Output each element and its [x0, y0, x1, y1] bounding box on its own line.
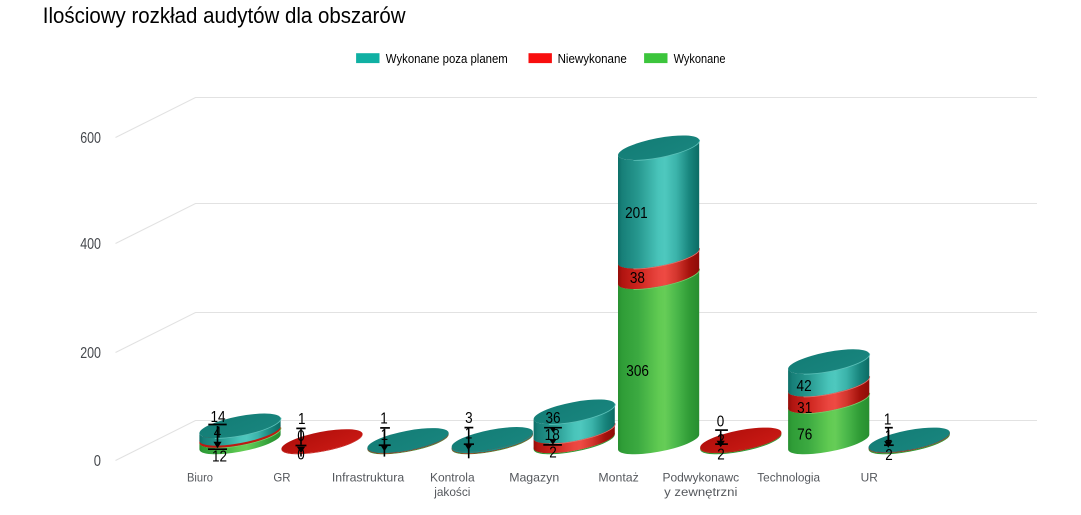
svg-text:2: 2	[717, 447, 725, 464]
svg-text:0: 0	[717, 414, 725, 431]
svg-text:76: 76	[797, 427, 812, 444]
svg-text:42: 42	[797, 378, 812, 395]
svg-text:Ilościowy rozkład audytów dla: Ilościowy rozkład audytów dla obszarów	[43, 3, 406, 28]
svg-text:Technologia: Technologia	[757, 471, 820, 485]
svg-text:Niewykonane: Niewykonane	[558, 51, 627, 66]
svg-text:Kontrola: Kontrola	[430, 471, 475, 485]
svg-text:3: 3	[465, 410, 473, 427]
svg-text:2: 2	[549, 444, 557, 461]
svg-text:Podwykonawc: Podwykonawc	[662, 471, 739, 485]
svg-text:14: 14	[210, 409, 225, 426]
svg-text:18: 18	[545, 427, 560, 444]
svg-text:0: 0	[297, 428, 305, 445]
svg-text:38: 38	[630, 270, 645, 287]
svg-text:2: 2	[885, 447, 893, 464]
svg-text:400: 400	[80, 236, 101, 253]
svg-text:201: 201	[625, 205, 648, 222]
svg-text:1: 1	[380, 410, 388, 427]
svg-text:Wykonane: Wykonane	[674, 51, 726, 66]
svg-text:600: 600	[80, 130, 101, 147]
svg-text:0: 0	[94, 453, 101, 470]
svg-text:Montaż: Montaż	[598, 471, 638, 485]
svg-text:306: 306	[626, 363, 649, 380]
svg-text:GR: GR	[273, 471, 290, 485]
svg-text:31: 31	[797, 400, 812, 417]
svg-text:UR: UR	[861, 471, 878, 485]
svg-text:jakości: jakości	[433, 485, 470, 499]
svg-text:y zewnętrzni: y zewnętrzni	[664, 485, 737, 499]
svg-text:200: 200	[80, 345, 101, 362]
svg-text:Infrastruktura: Infrastruktura	[332, 471, 404, 485]
svg-text:1: 1	[884, 412, 892, 429]
svg-text:Wykonane poza planem: Wykonane poza planem	[386, 51, 508, 66]
svg-text:36: 36	[545, 410, 560, 427]
svg-text:1: 1	[298, 411, 306, 428]
svg-text:Biuro: Biuro	[187, 471, 213, 485]
svg-text:Magazyn: Magazyn	[509, 471, 559, 485]
svg-text:12: 12	[212, 449, 227, 466]
